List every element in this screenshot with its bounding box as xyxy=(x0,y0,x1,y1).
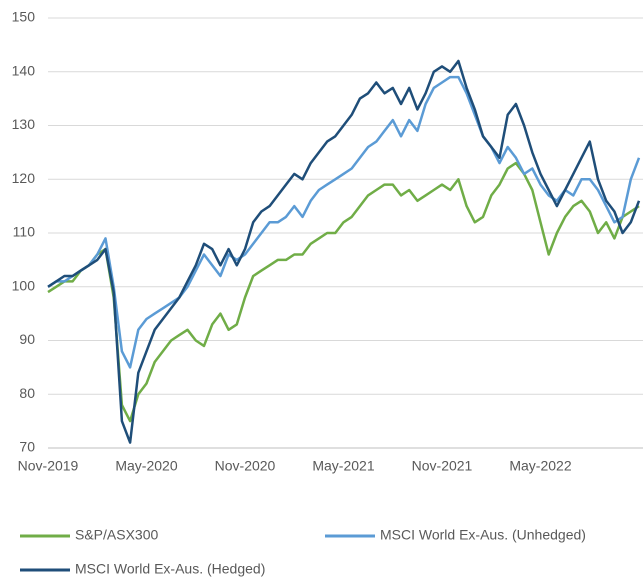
x-tick-label: May-2022 xyxy=(509,458,571,474)
series-line xyxy=(47,161,640,423)
x-tick-label: May-2021 xyxy=(312,458,374,474)
y-tick-label: 120 xyxy=(12,170,36,186)
series-line xyxy=(47,75,641,369)
x-tick-label: May-2020 xyxy=(115,458,177,474)
x-tick-label: Nov-2021 xyxy=(412,458,473,474)
y-tick-label: 80 xyxy=(19,385,35,401)
y-tick-label: 70 xyxy=(19,439,35,455)
y-tick-label: 140 xyxy=(12,62,36,78)
legend-label: MSCI World Ex-Aus. (Unhedged) xyxy=(380,527,586,543)
legend-label: S&P/ASX300 xyxy=(75,527,158,543)
series-line xyxy=(47,59,641,444)
x-tick-label: Nov-2020 xyxy=(215,458,276,474)
x-tick-label: Nov-2019 xyxy=(18,458,79,474)
legend-label: MSCI World Ex-Aus. (Hedged) xyxy=(75,561,265,577)
y-tick-label: 110 xyxy=(13,224,36,240)
y-tick-label: 150 xyxy=(12,9,36,25)
y-tick-label: 130 xyxy=(12,116,36,132)
y-tick-label: 90 xyxy=(19,331,35,347)
y-tick-label: 100 xyxy=(12,277,36,293)
